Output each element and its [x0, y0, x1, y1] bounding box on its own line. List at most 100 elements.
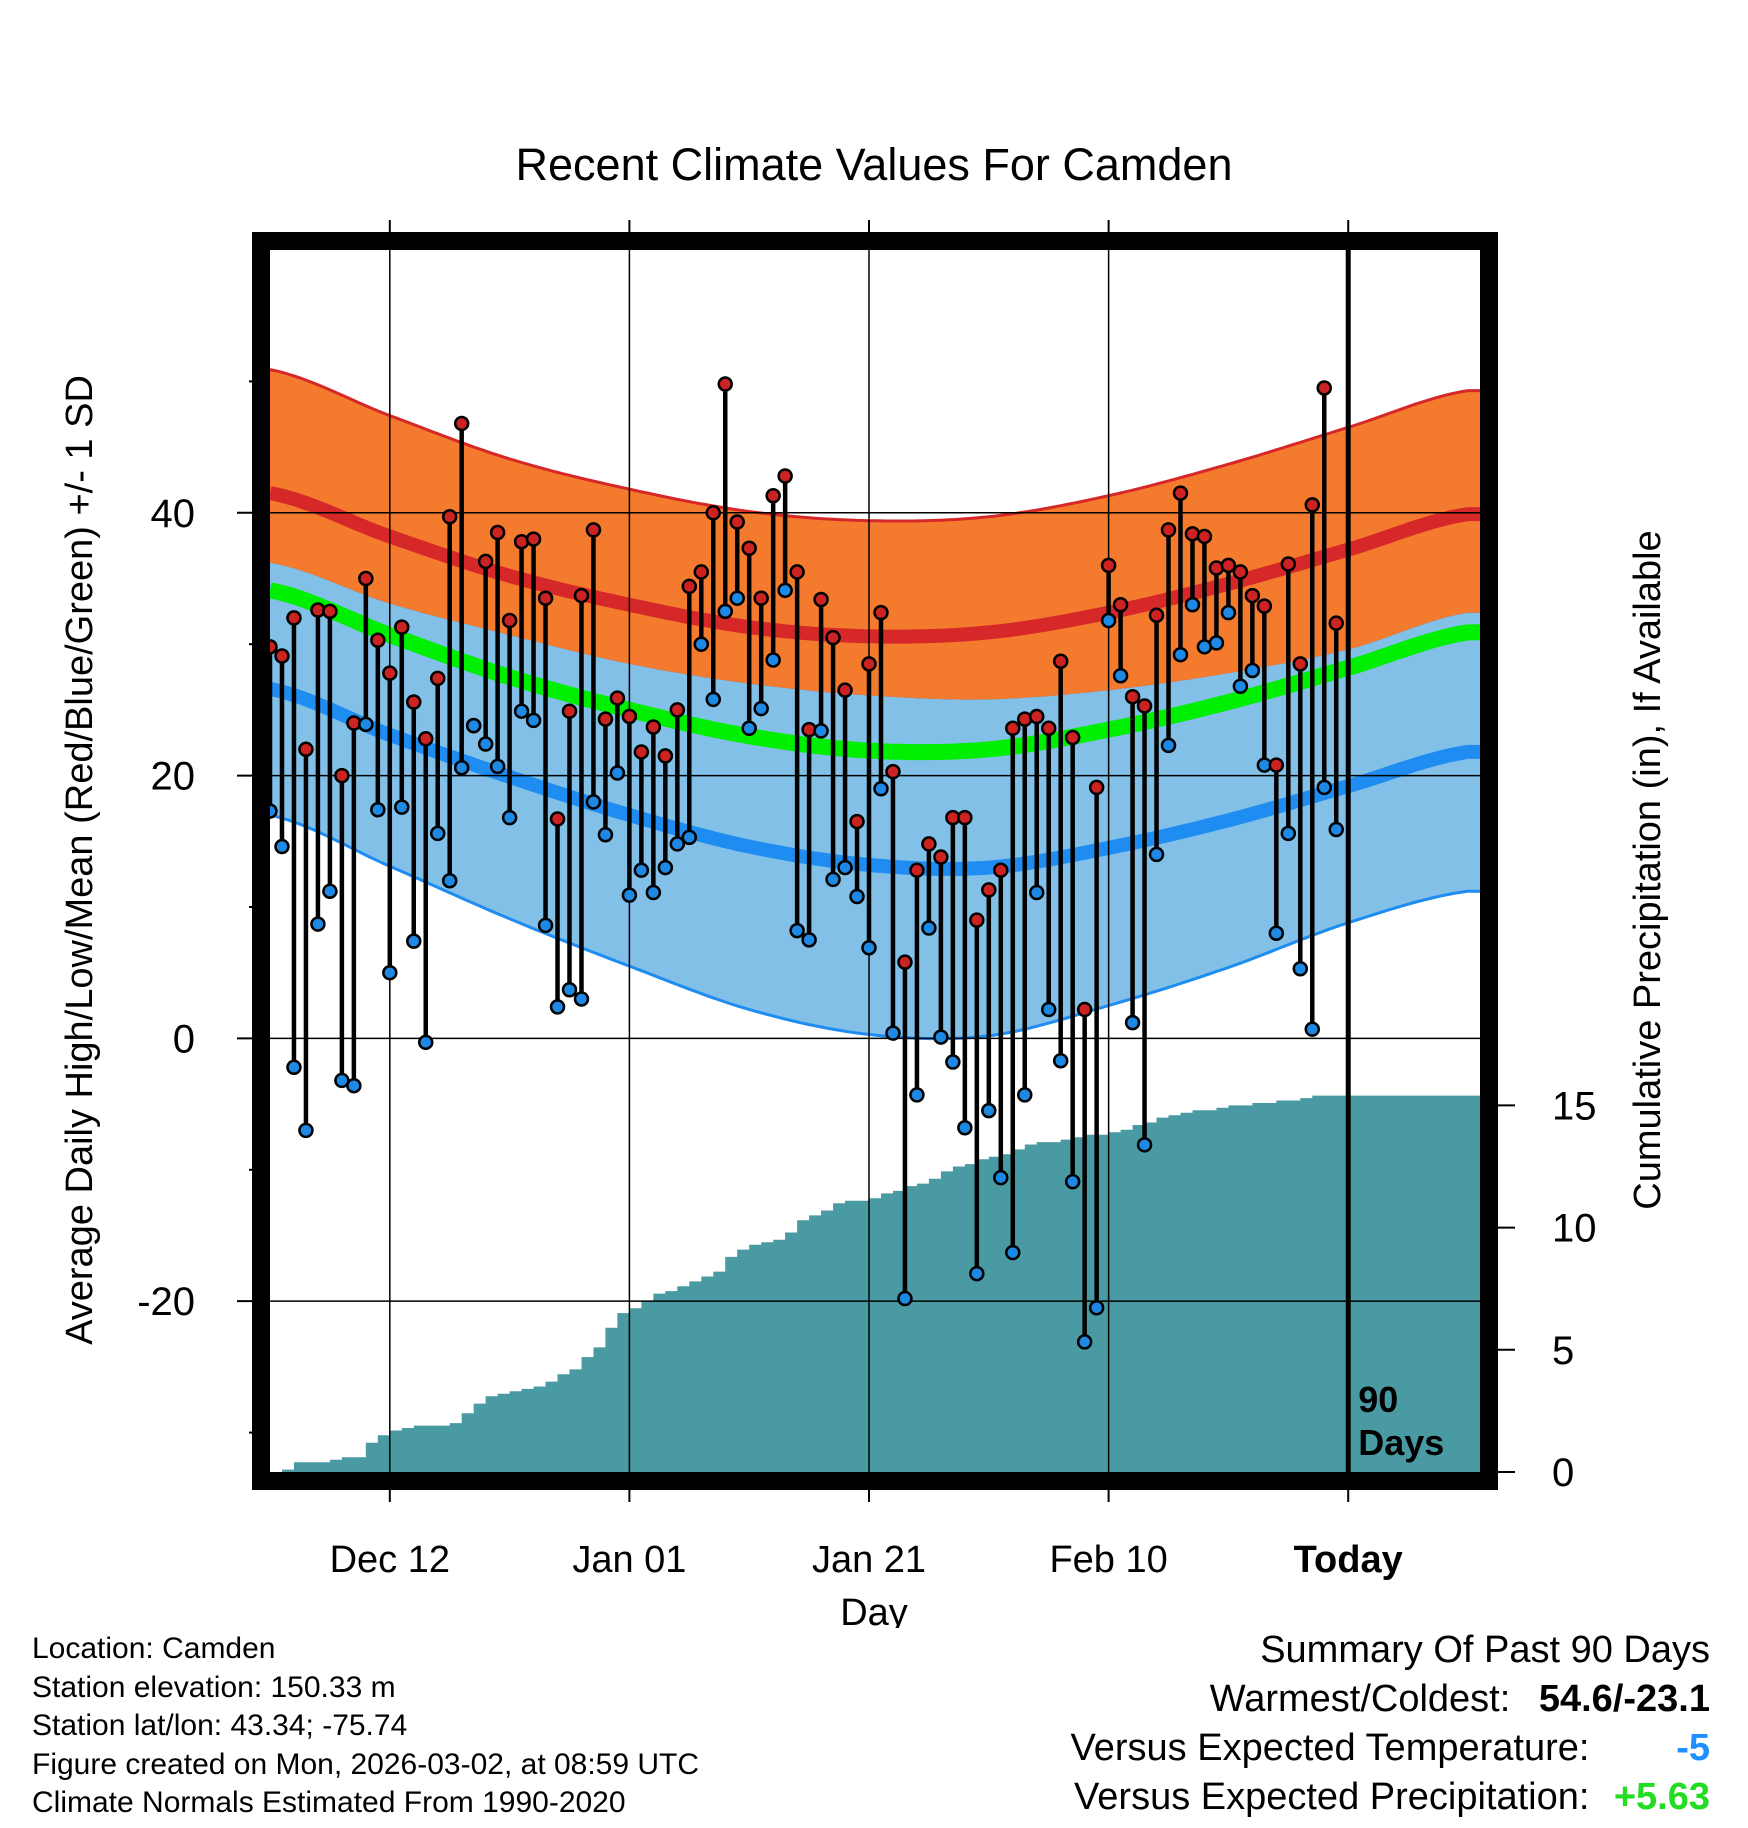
y-tick-label-left: 20	[151, 755, 196, 799]
low-point	[298, 1122, 314, 1139]
low-point	[274, 838, 290, 855]
high-point	[693, 564, 710, 580]
low-point	[465, 717, 482, 734]
high-point	[1316, 380, 1333, 396]
warmest-value: 54.6/-23.1	[1538, 1678, 1710, 1720]
high-point	[1148, 607, 1165, 624]
high-point	[1256, 598, 1273, 614]
low-point	[861, 939, 877, 956]
low-point	[1316, 779, 1333, 796]
x-tick-label: Today	[1294, 1539, 1403, 1581]
precip-label: Versus Expected Precipitation:	[1074, 1776, 1590, 1818]
low-point	[1040, 1001, 1057, 1018]
low-point	[729, 590, 745, 606]
low-point	[394, 799, 410, 815]
high-point	[1304, 497, 1321, 513]
low-point	[1028, 884, 1045, 901]
high-point	[969, 912, 985, 928]
low-point	[849, 888, 865, 905]
low-point	[705, 691, 722, 708]
low-point	[741, 720, 757, 737]
low-point	[717, 603, 733, 620]
high-point	[1088, 779, 1105, 796]
high-point	[1124, 689, 1141, 705]
high-point	[1064, 729, 1081, 746]
high-point	[717, 376, 733, 392]
high-point	[585, 522, 602, 538]
low-point	[1304, 1021, 1321, 1037]
precip-fill	[270, 1095, 1480, 1472]
high-point	[861, 656, 877, 672]
low-point	[537, 917, 554, 934]
normals-text: Climate Normals Estimated From 1990-2020	[32, 1786, 626, 1819]
high-point	[358, 570, 374, 587]
low-point	[501, 809, 518, 826]
low-point	[370, 802, 386, 818]
low-point	[981, 1102, 997, 1119]
high-point	[813, 591, 829, 608]
low-point	[1100, 612, 1117, 629]
high-point	[1100, 557, 1117, 574]
low-point	[1124, 1014, 1141, 1031]
latlon-text: Station lat/lon: 43.34; -75.74	[32, 1709, 408, 1742]
low-point	[1136, 1137, 1153, 1153]
high-point	[417, 731, 434, 747]
low-point	[765, 652, 781, 668]
low-point	[1328, 821, 1344, 838]
y-tick-label-right: 0	[1552, 1451, 1574, 1495]
warmest-label: Warmest/Coldest:	[1209, 1678, 1511, 1720]
high-point	[609, 690, 626, 706]
high-point	[741, 540, 757, 557]
created-text: Figure created on Mon, 2026-03-02, at 08…	[32, 1747, 700, 1781]
station-info: Location: Camden Station elevation: 150.…	[32, 1630, 699, 1823]
y-axis-label-left: Average Daily High/Low/Mean (Red/Blue/Gr…	[59, 375, 101, 1345]
low-point	[873, 780, 889, 797]
high-point	[1136, 698, 1153, 714]
high-point	[837, 682, 853, 698]
high-point	[921, 836, 937, 852]
high-point	[1052, 653, 1069, 670]
low-point	[993, 1169, 1009, 1186]
low-point	[969, 1265, 985, 1282]
low-point	[1280, 825, 1297, 842]
low-lower-line	[269, 813, 1480, 1041]
x-tick-label: Feb 10	[1049, 1539, 1167, 1581]
low-point	[933, 1029, 949, 1045]
high-mean-line	[268, 486, 1480, 644]
daily-range-stems	[267, 384, 1339, 1342]
high-point	[993, 862, 1009, 878]
high-point	[453, 415, 470, 432]
low-point	[1148, 846, 1165, 863]
high-upper-line	[269, 368, 1480, 523]
low-point	[897, 1290, 913, 1307]
low-point	[286, 1059, 302, 1076]
low-point	[525, 712, 542, 729]
high-point	[681, 578, 698, 595]
high-point	[825, 629, 841, 646]
high-point	[1112, 597, 1129, 613]
high-point	[633, 744, 650, 760]
low-point	[573, 991, 590, 1007]
high-point	[873, 604, 889, 621]
low-point	[1172, 646, 1189, 663]
precipitation-area	[270, 1095, 1480, 1472]
low-point	[921, 920, 937, 936]
high-point	[334, 767, 350, 784]
low-point	[429, 825, 446, 842]
high-point	[753, 590, 769, 606]
high-point	[1220, 557, 1237, 574]
high-point	[1028, 708, 1045, 725]
chart-title: Recent Climate Values For Camden	[516, 139, 1233, 190]
high-point	[549, 811, 566, 827]
low-point	[1232, 678, 1249, 694]
high-point	[1280, 556, 1297, 572]
low-point	[801, 932, 817, 948]
high-point	[669, 702, 686, 718]
low-point	[945, 1054, 961, 1070]
high-point	[597, 711, 614, 727]
summary-title: Summary Of Past 90 Days	[1260, 1629, 1710, 1671]
high-point	[1160, 522, 1177, 538]
high-point	[981, 882, 997, 898]
precip-value: +5.63	[1613, 1776, 1710, 1818]
